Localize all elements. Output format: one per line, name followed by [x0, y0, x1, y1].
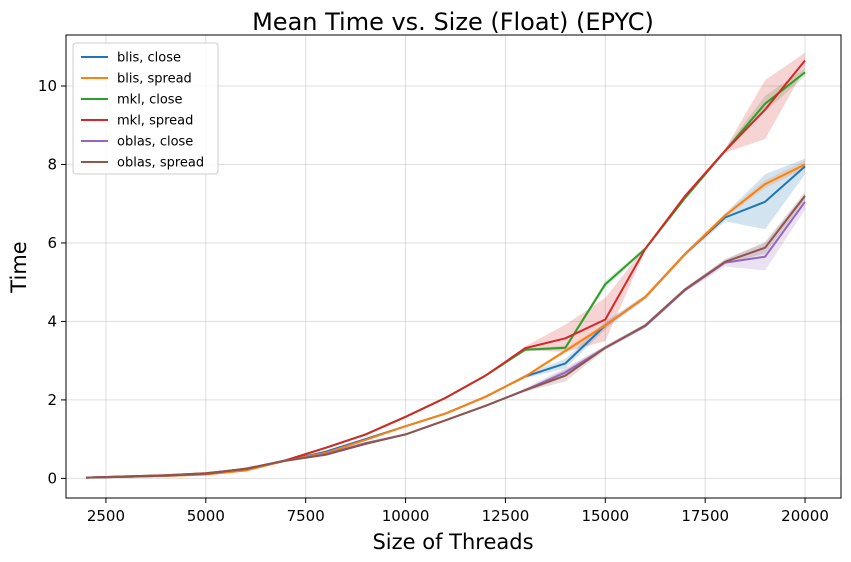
x-tick-label: 20000	[781, 507, 829, 525]
y-tick-label: 0	[47, 469, 57, 487]
legend-frame	[72, 42, 219, 175]
x-tick-label: 10000	[382, 507, 430, 525]
legend-label: mkl, spread	[117, 114, 193, 129]
y-tick-label: 4	[47, 312, 57, 330]
legend-label: mkl, close	[117, 93, 183, 108]
y-axis-label: Time	[7, 241, 31, 293]
band-oblas-close	[86, 193, 805, 478]
legend-label: blis, close	[117, 51, 181, 66]
y-tick-label: 2	[47, 391, 57, 409]
chart-title: Mean Time vs. Size (Float) (EPYC)	[252, 8, 654, 36]
x-tick-label: 2500	[87, 507, 125, 525]
plot-frame	[65, 34, 842, 499]
y-tick-label: 6	[47, 234, 57, 252]
series-line-blis-close	[85, 165, 806, 479]
band-blis-close	[86, 158, 805, 478]
y-tick-label: 10	[38, 77, 57, 95]
band-blis-spread	[86, 160, 805, 478]
y-tick-label: 8	[47, 155, 57, 173]
x-tick-label: 17500	[681, 507, 729, 525]
x-tick-label: 15000	[581, 507, 629, 525]
legend-label: blis, spread	[117, 72, 192, 87]
series-line-oblas-spread	[85, 195, 806, 479]
series-lines	[85, 59, 806, 479]
x-tick-label: 12500	[482, 507, 530, 525]
legend: blis, close blis, spread mkl, close mkl, sp…	[72, 42, 219, 175]
axis-ticks: 2500 5000 7500 10000 12500 15000 17500 20000 0 2 4…	[38, 77, 829, 525]
legend-label: oblas, spread	[117, 156, 204, 171]
x-tick-label: 5000	[187, 507, 225, 525]
band-oblas-spread	[86, 191, 805, 478]
x-axis-label: Size of Threads	[372, 530, 533, 554]
legend-label: oblas, close	[117, 135, 193, 150]
x-tick-label: 7500	[287, 507, 325, 525]
